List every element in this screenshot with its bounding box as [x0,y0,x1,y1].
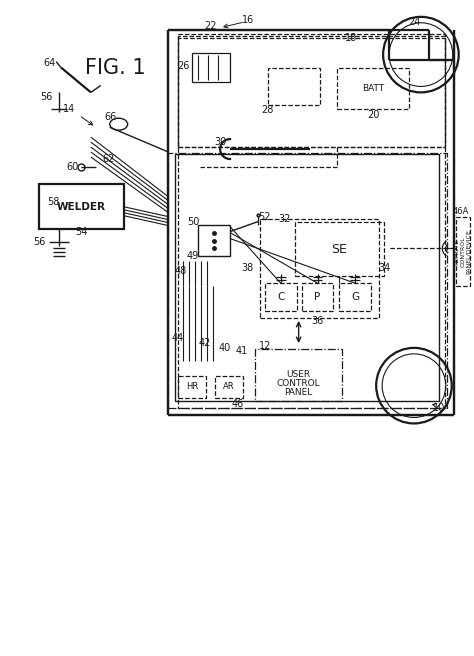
Text: 56: 56 [33,237,46,247]
Text: BATT: BATT [362,84,384,93]
Text: 62: 62 [102,154,115,164]
Bar [215,376,243,398]
Text: 66: 66 [105,112,117,122]
Text: 58: 58 [47,197,59,207]
Text: CONTROL: CONTROL [277,379,320,388]
Text: PANEL: PANEL [284,388,313,397]
Bar [198,224,230,256]
Text: 46: 46 [232,399,244,409]
Text: 50: 50 [187,216,200,226]
Text: 49: 49 [186,251,199,262]
Text: FIG. 1: FIG. 1 [85,58,146,77]
Bar [295,222,384,276]
Text: 20: 20 [367,110,379,120]
Bar [339,283,371,311]
Text: 42: 42 [199,338,211,348]
Text: 24: 24 [408,17,420,27]
Text: 52: 52 [259,212,271,222]
Text: P: P [314,292,320,302]
Text: 10: 10 [433,403,445,413]
Bar [178,35,445,147]
Text: WELDER: WELDER [56,201,105,212]
Text: G: G [351,292,359,302]
Bar [337,68,409,110]
Text: 32: 32 [279,214,291,224]
Bar [301,283,333,311]
Bar [39,184,124,228]
Bar [268,68,319,106]
Text: 56: 56 [40,92,52,102]
Text: USER: USER [287,370,310,379]
Bar [178,33,445,147]
Text: SE: SE [331,243,347,256]
Text: 36: 36 [311,316,324,326]
Text: 16: 16 [242,15,254,25]
Text: 64: 64 [43,58,55,68]
Bar [168,153,447,407]
Text: 34: 34 [378,263,390,274]
Text: HR: HR [186,382,199,391]
Text: 60: 60 [67,162,79,172]
Bar [456,216,470,286]
Text: 46A: 46A [453,207,469,216]
Text: 26: 26 [177,60,190,71]
Text: 22: 22 [204,21,217,31]
Text: 41: 41 [236,346,248,356]
Bar [178,37,445,407]
Bar [192,52,230,83]
Text: 54: 54 [75,226,87,237]
Text: 40: 40 [219,343,231,353]
Text: 30: 30 [214,137,226,147]
Text: 38: 38 [242,263,254,274]
Text: 12: 12 [259,341,271,351]
Text: 18: 18 [345,33,357,43]
Text: C: C [277,292,284,302]
Text: 44: 44 [171,333,183,343]
Text: 28: 28 [262,105,274,115]
Bar [260,218,379,318]
Text: REMOTE
CONTROL
PANEL/DEVICE: REMOTE CONTROL PANEL/DEVICE [455,229,471,274]
Text: 48: 48 [174,266,186,276]
Bar [255,349,342,401]
Bar [265,283,297,311]
Bar [178,376,206,398]
Text: 14: 14 [63,104,75,114]
Bar [175,154,439,401]
Text: AR: AR [223,382,235,391]
